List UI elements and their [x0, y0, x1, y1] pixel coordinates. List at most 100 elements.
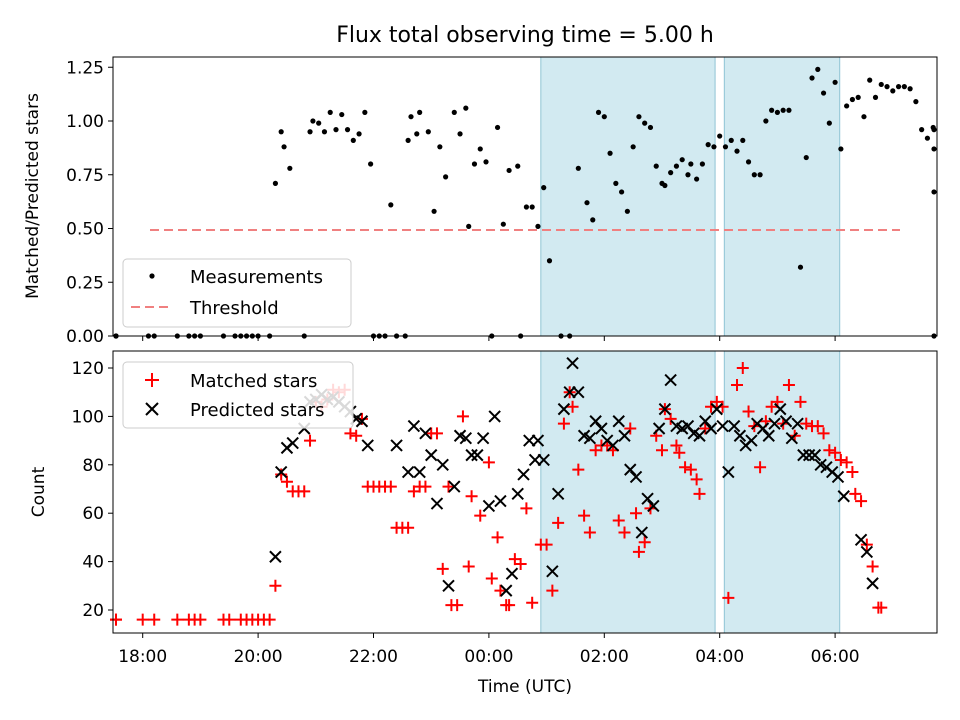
matched-star-point	[572, 463, 585, 476]
matched-star-point	[664, 412, 677, 425]
matched-star-point	[436, 562, 449, 575]
measurement-point	[890, 88, 896, 94]
y-tick-label: 1.00	[66, 112, 104, 132]
measurement-point	[861, 114, 867, 120]
measurement-point	[679, 157, 685, 163]
matched-star-point	[148, 613, 161, 626]
measurement-point	[546, 258, 553, 264]
legend-threshold-label: Threshold	[189, 298, 279, 319]
measurement-point	[529, 204, 535, 210]
measurement-point	[728, 137, 734, 143]
predicted-star-point	[424, 448, 438, 462]
predicted-star-point	[808, 448, 822, 462]
predicted-star-point	[286, 436, 299, 450]
matched-star-point	[451, 599, 464, 612]
measurement-point	[797, 264, 804, 270]
measurement-point	[417, 109, 423, 115]
matched-star-point	[482, 456, 495, 469]
matched-star-point	[731, 378, 744, 391]
predicted-star-point	[476, 431, 490, 445]
predicted-star-point	[664, 373, 677, 387]
legend-matched-label: Matched stars	[190, 371, 317, 392]
matched-star-point	[304, 434, 317, 447]
x-tick-label: 02:00	[580, 647, 629, 667]
matched-star-point	[350, 429, 363, 442]
measurement-point	[575, 165, 581, 171]
measurement-point	[774, 109, 781, 115]
predicted-star-point	[459, 431, 473, 445]
shaded-span-1	[723, 350, 841, 634]
predicted-star-point	[505, 567, 519, 580]
matched-star-point	[514, 558, 527, 571]
predicted-star-point	[494, 494, 507, 508]
matched-star-point	[419, 480, 432, 493]
measurement-point	[867, 77, 873, 83]
matched-star-point	[402, 521, 415, 534]
measurement-point	[463, 105, 469, 111]
matched-star-point	[540, 538, 553, 551]
y-tick-label: 0.50	[66, 220, 104, 240]
matched-star-point	[811, 420, 824, 433]
matched-star-point	[693, 487, 706, 500]
matched-star-point	[618, 526, 631, 539]
bottom-panel: 20 40 60 80 100 120 18:00 20:00 22:00 00:00 02:00…	[29, 350, 938, 697]
measurement-point	[919, 127, 925, 133]
measurement-point	[451, 109, 457, 115]
predicted-star-point	[566, 356, 579, 370]
measurement-point	[838, 146, 844, 152]
measurement-point	[786, 107, 792, 113]
matched-star-point	[722, 591, 735, 604]
measurement-point	[541, 185, 547, 191]
predicted-star-point	[589, 415, 602, 428]
measurement-point	[662, 182, 668, 189]
y-tick-label: 0.00	[66, 327, 104, 347]
matched-star-point	[280, 475, 293, 488]
measurement-point	[803, 154, 809, 161]
predicted-star-point	[436, 458, 449, 472]
predicted-star-point	[704, 422, 718, 435]
measurement-point	[913, 99, 919, 105]
matched-star-point	[817, 427, 830, 440]
matched-star-point	[834, 453, 847, 466]
predicted-star-point	[710, 402, 724, 416]
measurement-point	[924, 135, 931, 141]
measurement-point	[362, 109, 368, 115]
predicted-star-point	[465, 448, 478, 462]
matched-star-point	[849, 487, 862, 500]
measurement-point	[647, 124, 654, 131]
predicted-star-point	[716, 419, 729, 433]
top-axes-frame	[112, 56, 938, 337]
measurement-point	[705, 142, 711, 148]
measurement-point	[619, 189, 625, 195]
predicted-star-point	[635, 526, 649, 539]
top-legend-box	[122, 258, 352, 328]
measurement-point	[437, 144, 443, 150]
measurement-point	[844, 103, 850, 109]
measurement-point	[350, 137, 356, 143]
y-tick-label: 40	[82, 553, 104, 573]
measurement-point	[832, 79, 838, 85]
predicted-star-point	[572, 385, 585, 399]
matched-star-point	[612, 514, 625, 527]
measurement-point	[711, 144, 717, 150]
bottom-legend: Matched stars Predicted stars	[122, 361, 354, 429]
top-y-axis-label: Matched/Predicted stars	[23, 93, 43, 299]
predicted-star-point	[618, 429, 631, 442]
measurement-point	[477, 146, 483, 152]
measurement-point	[780, 107, 786, 113]
predicted-star-point	[768, 417, 781, 430]
predicted-star-point	[658, 402, 672, 416]
predicted-star-point	[785, 431, 799, 445]
measurement-point	[316, 120, 322, 126]
matched-star-point	[269, 579, 282, 592]
matched-star-point	[670, 439, 683, 452]
measurement-point	[506, 167, 512, 174]
top-shaded-regions	[540, 56, 841, 337]
matched-star-point	[638, 536, 651, 549]
x-tick-label: 00:00	[464, 647, 513, 667]
measurement-point	[757, 172, 763, 178]
measurement-point	[408, 114, 414, 120]
predicted-star-point	[860, 545, 874, 559]
top-legend: Measurements Threshold	[122, 258, 352, 328]
predicted-star-point	[390, 439, 403, 452]
